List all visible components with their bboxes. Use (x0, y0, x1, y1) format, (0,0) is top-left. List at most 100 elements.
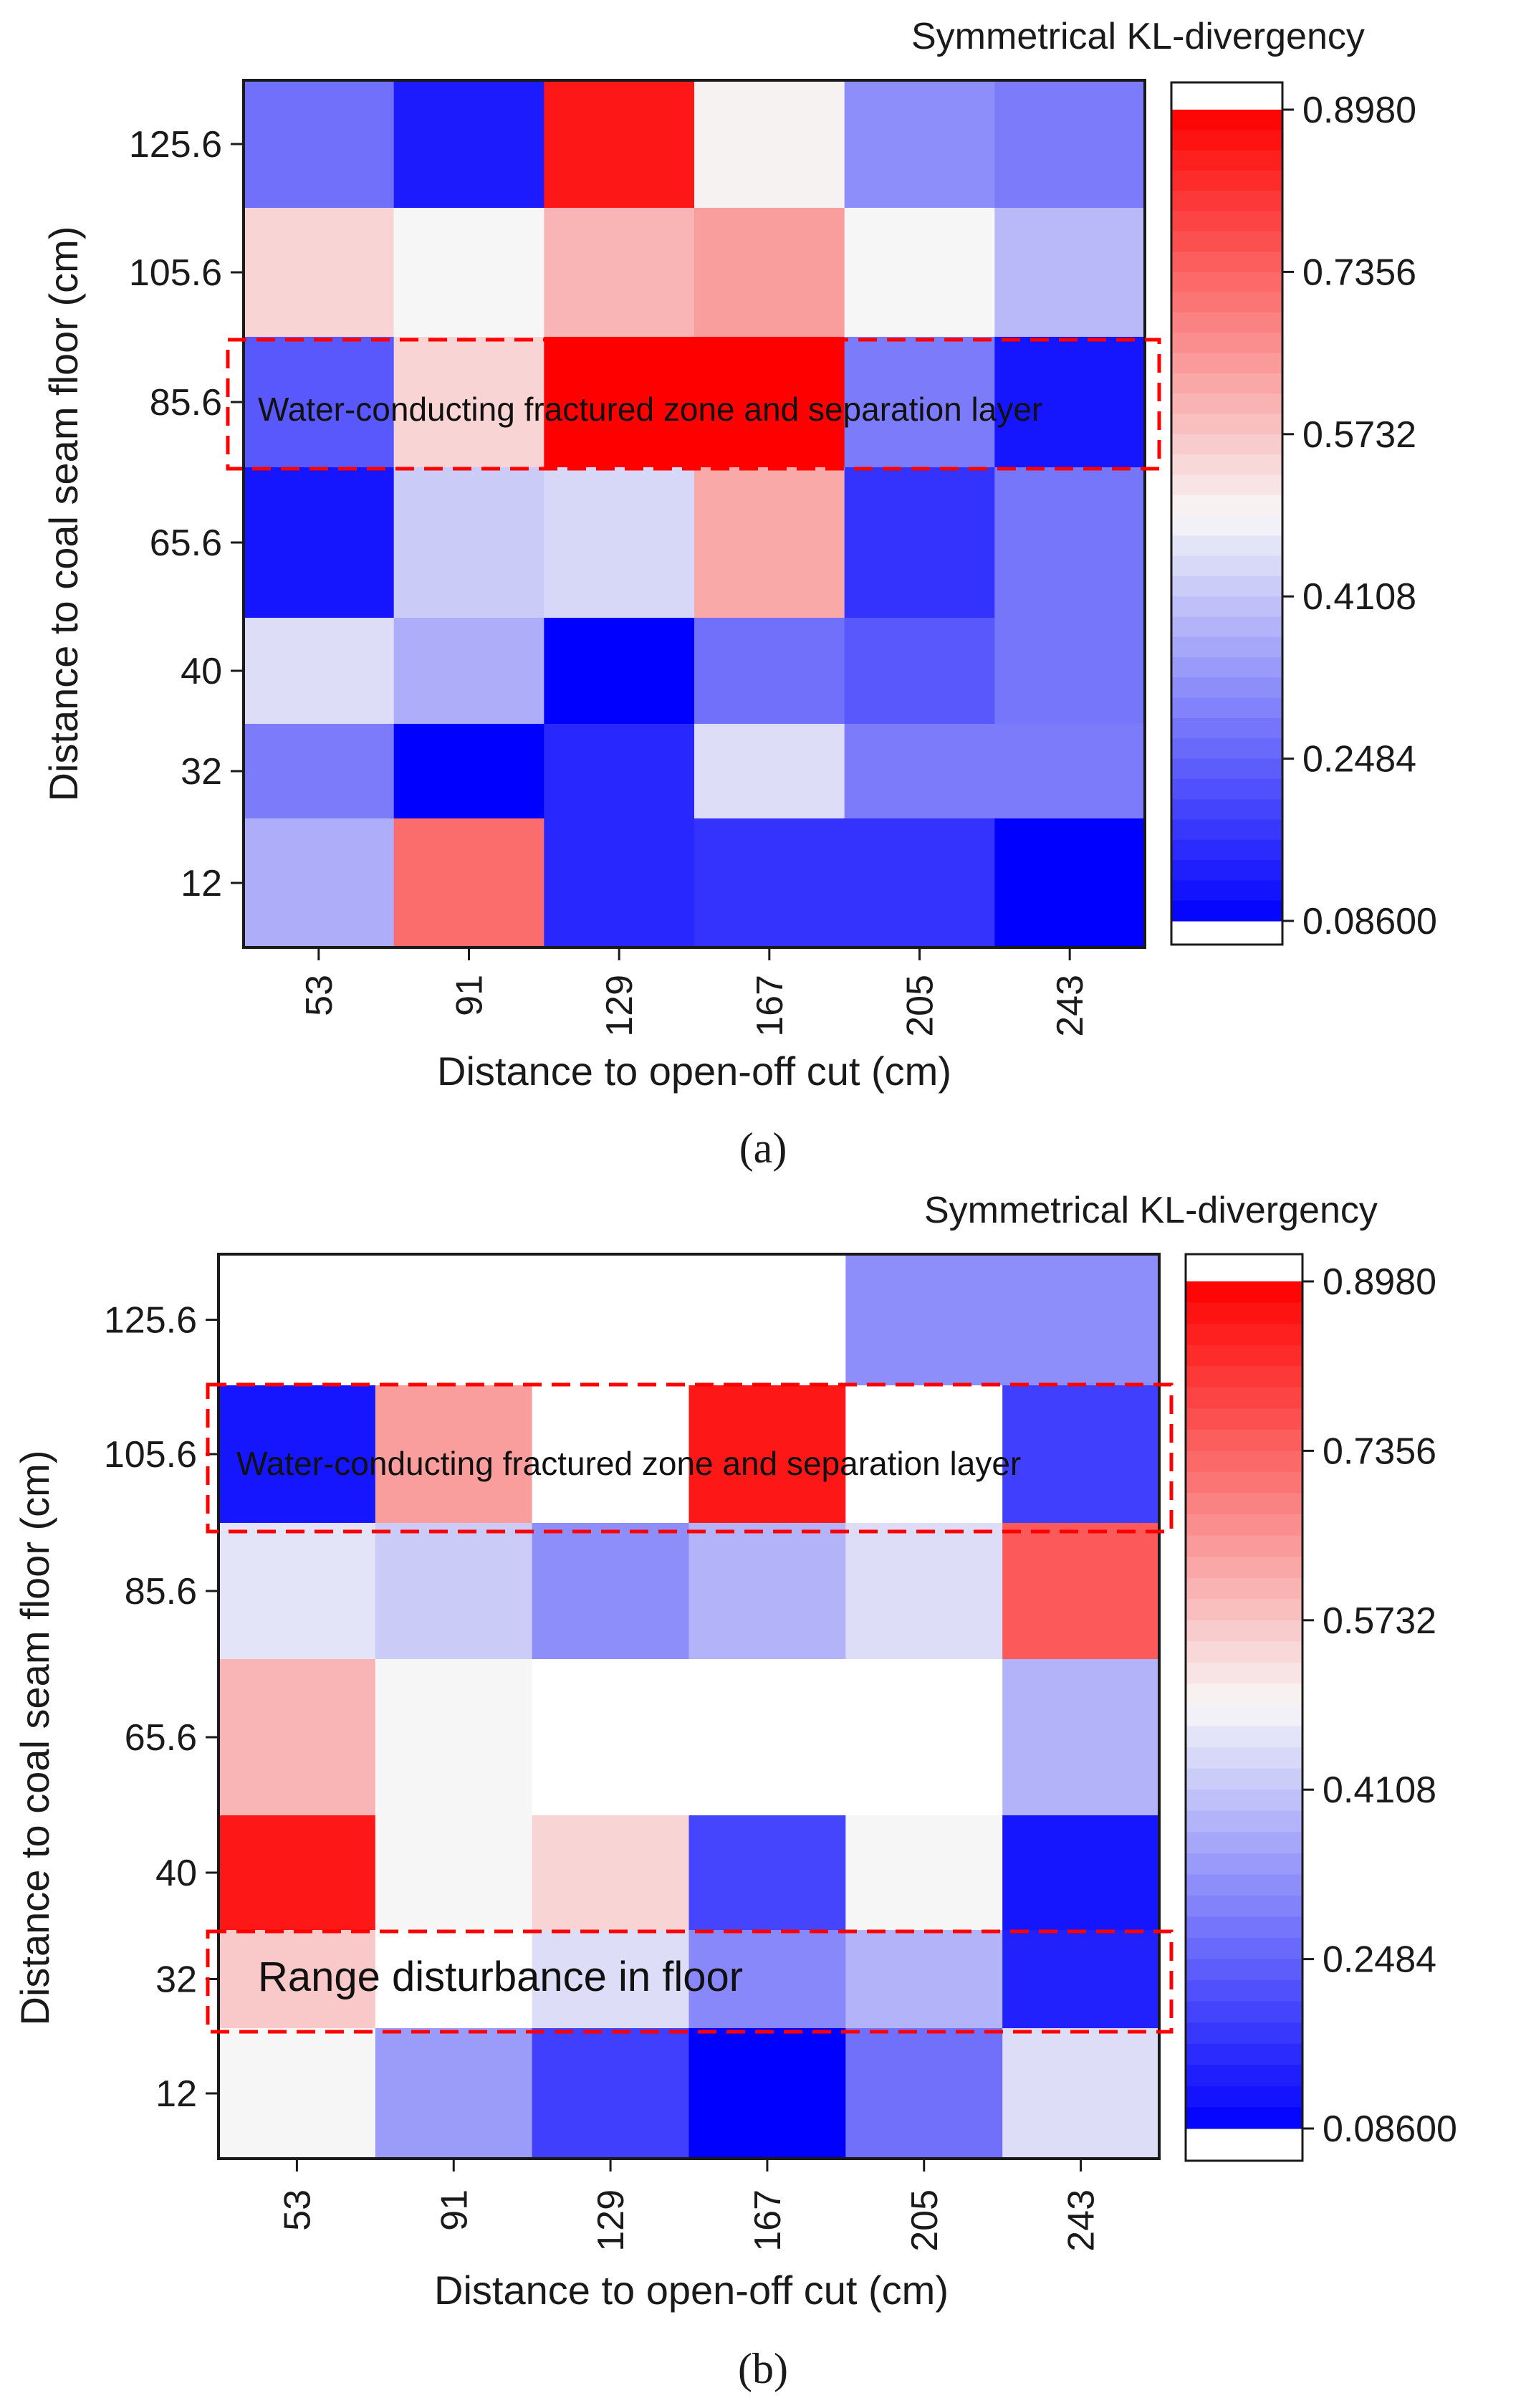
colorbar-step (1186, 1620, 1302, 1642)
colorbar-step (1186, 1810, 1302, 1833)
heatmap-cell (219, 1930, 376, 2029)
heatmap-cell (844, 818, 995, 948)
colorbar-step (1186, 1874, 1302, 1896)
heatmap-cell (375, 1385, 533, 1524)
heatmap-cell (532, 1815, 690, 1931)
colorbar-step (1171, 697, 1282, 719)
heatmap-cell (219, 1523, 376, 1660)
heatmap-cell (844, 208, 995, 338)
annotation-box (206, 1929, 1174, 2034)
x-axis-label: Distance to open-off cut (cm) (437, 1048, 951, 1094)
colorbar-step (1171, 778, 1282, 800)
colorbar-step (1186, 1514, 1302, 1537)
colorbar-step (1171, 900, 1282, 922)
colorbar-step (1171, 575, 1282, 597)
colorbar-step (1171, 393, 1282, 415)
colorbar: 0.8980 0.7356 0.5732 0.4108 0.2484 0.08600 (1170, 81, 1437, 946)
heatmap-cell (994, 337, 1146, 468)
colorbar-step (1186, 1832, 1302, 1854)
heatmap-cell (694, 80, 845, 209)
heatmap-cell (844, 724, 995, 819)
heatmap-cell (694, 618, 845, 725)
heatmap-cell (994, 724, 1146, 819)
heatmap-cell (688, 1659, 846, 1816)
colorbar-step (1186, 1599, 1302, 1621)
colorbar-step (1186, 2086, 1302, 2108)
heatmap-panel-b: 125.6 105.6 85.6 65.6 40 32 12 53 91 129 167 205 243… (12, 1190, 1457, 2392)
colorbar-step (1171, 636, 1282, 658)
heatmap-cell (544, 618, 695, 725)
x-tick-label: 243 (1061, 2189, 1103, 2252)
panel-label: (a) (739, 1124, 787, 1172)
colorbar-title: Symmetrical KL-divergency (924, 1190, 1378, 1231)
heatmap-cell (244, 818, 395, 948)
colorbar-step (1171, 150, 1282, 171)
colorbar-step (1171, 414, 1282, 435)
colorbar-tick-label: 0.7356 (1323, 1430, 1436, 1472)
heatmap-cell (694, 724, 845, 819)
colorbar-step (1171, 272, 1282, 293)
x-tick-label: 91 (449, 975, 491, 1016)
y-tick-label: 32 (155, 1959, 197, 2001)
colorbar-step (1186, 1387, 1302, 1409)
colorbar-step (1186, 1662, 1302, 1685)
heatmap-cell (544, 818, 695, 948)
colorbar-step (1186, 1344, 1302, 1367)
colorbar-tick-label: 0.08600 (1302, 901, 1437, 942)
colorbar-step (1171, 839, 1282, 861)
heatmap-cell (845, 1523, 1003, 1660)
heatmap-cell (375, 1254, 533, 1386)
colorbar-step (1171, 799, 1282, 821)
y-tick-label: 125.6 (104, 1300, 197, 1342)
heatmap-cell (544, 337, 695, 468)
colorbar-tick-label: 0.2484 (1302, 739, 1416, 780)
colorbar-step (1171, 515, 1282, 536)
colorbar-step (1171, 657, 1282, 678)
heatmap-cell (532, 1659, 690, 1816)
heatmap-cell (688, 1254, 846, 1386)
colorbar-tick-label: 0.5732 (1323, 1600, 1436, 1642)
heatmap-cell (845, 1815, 1003, 1931)
plot-frame (217, 1253, 1161, 2160)
colorbar-step (1171, 292, 1282, 313)
colorbar-step (1186, 1451, 1302, 1473)
heatmap-cell (1002, 1254, 1160, 1386)
heatmap-cell (1002, 1523, 1160, 1660)
heatmap-cell (688, 1815, 846, 1931)
heatmap-cell (845, 1254, 1003, 1386)
colorbar-tick-label: 0.5732 (1302, 414, 1416, 456)
heatmap-cell (845, 1930, 1003, 2029)
heatmap-cell (393, 618, 544, 725)
annotation-box (226, 338, 1161, 471)
heatmap-cell (532, 1930, 690, 2029)
heatmap-cell (532, 1254, 690, 1386)
colorbar-step (1186, 1471, 1302, 1494)
x-tick-label: 167 (747, 2189, 789, 2252)
colorbar-tick-label: 0.7356 (1302, 252, 1416, 293)
colorbar-step (1171, 860, 1282, 881)
colorbar-step (1186, 1768, 1302, 1790)
y-tick-label: 65.6 (150, 522, 222, 564)
colorbar-step (1171, 880, 1282, 902)
heatmap-cell (1002, 1930, 1160, 2029)
colorbar-step (1186, 2107, 1302, 2129)
heatmap-cell (844, 80, 995, 209)
heatmap-cell (244, 467, 395, 618)
heatmap-cell (219, 1659, 376, 1816)
heatmap-cell (375, 1659, 533, 1816)
heatmap-cell (375, 2028, 533, 2159)
colorbar-step (1171, 170, 1282, 191)
colorbar-step (1186, 1366, 1302, 1388)
y-tick-label: 40 (181, 651, 222, 692)
heatmap-cell (375, 1815, 533, 1931)
colorbar-step (1171, 231, 1282, 252)
y-tick-label: 32 (181, 751, 222, 793)
heatmap-cell (219, 1815, 376, 1931)
colorbar-tick-label: 0.8980 (1323, 1261, 1436, 1303)
heatmap-cell (694, 818, 845, 948)
x-tick-label: 91 (433, 2189, 475, 2231)
y-axis-label: Distance to coal seam floor (cm) (41, 226, 86, 802)
heatmap-cell (393, 208, 544, 338)
colorbar-step (1171, 535, 1282, 557)
